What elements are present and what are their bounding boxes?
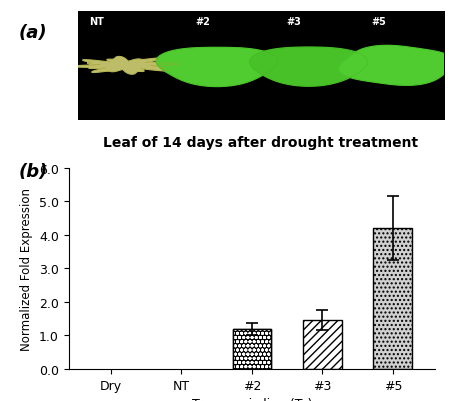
Text: #3: #3 [287, 17, 301, 27]
Polygon shape [250, 48, 368, 87]
Text: #5: #5 [371, 17, 386, 27]
Y-axis label: Normalized Fold Expression: Normalized Fold Expression [21, 187, 33, 350]
Bar [233, 329, 271, 369]
Bar [233, 329, 271, 369]
Bar [373, 229, 412, 369]
Text: NT: NT [89, 17, 104, 27]
X-axis label: Transgenic line (T₂): Transgenic line (T₂) [192, 397, 312, 401]
Text: #2: #2 [195, 17, 210, 27]
Polygon shape [339, 46, 454, 86]
Polygon shape [156, 48, 278, 87]
Text: (b): (b) [18, 162, 48, 180]
Text: (a): (a) [18, 24, 47, 42]
Polygon shape [72, 57, 179, 75]
Bar [303, 320, 342, 369]
Text: Leaf of 14 days after drought treatment: Leaf of 14 days after drought treatment [104, 136, 419, 149]
Bar [233, 329, 271, 369]
